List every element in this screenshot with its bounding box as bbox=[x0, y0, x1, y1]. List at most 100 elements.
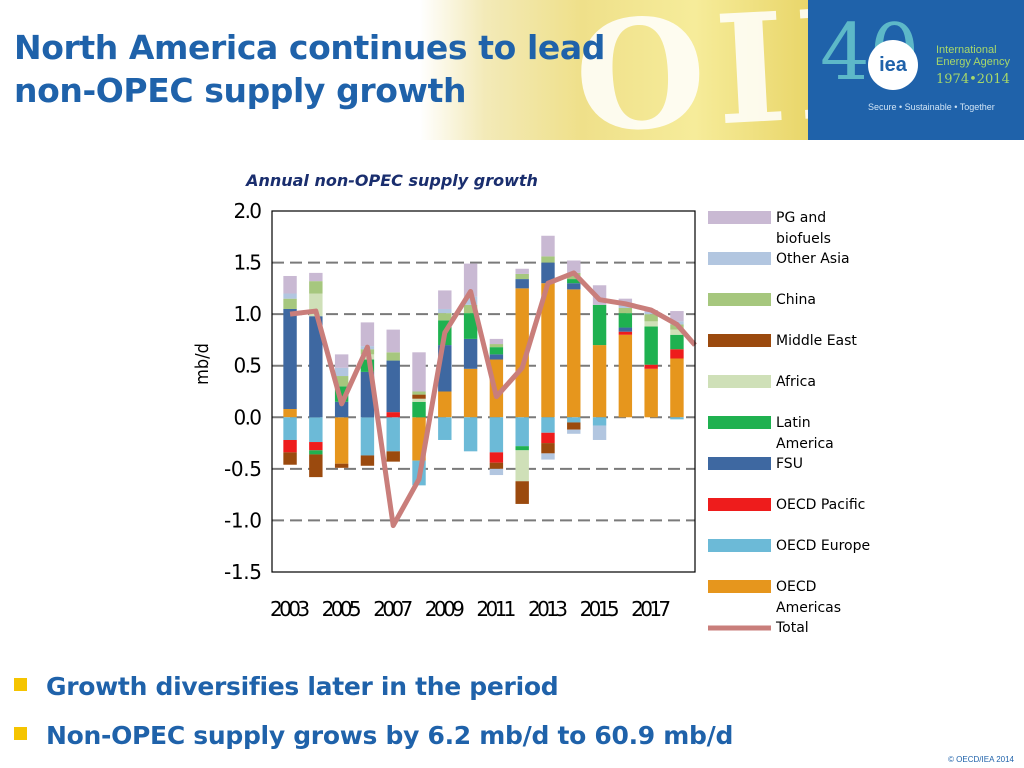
page-title-line-1: North America continues to lead bbox=[14, 28, 605, 67]
bar-segment bbox=[592, 425, 607, 440]
x-tick-label: 2011 bbox=[476, 597, 516, 621]
page-title-line-2: non-OPEC supply growth bbox=[14, 71, 467, 110]
x-tick-labels: 2003 2005 2007 2009 2011 2013 2015 2017 bbox=[270, 597, 671, 621]
bar-segment bbox=[567, 422, 581, 430]
bar-segment bbox=[515, 446, 529, 451]
bar-segment bbox=[412, 394, 426, 399]
bar-segment bbox=[567, 283, 581, 290]
chart-title: Annual non-OPEC supply growth bbox=[244, 171, 538, 190]
legend-label: PG and biofuels bbox=[776, 210, 831, 247]
bar-segment bbox=[283, 308, 297, 410]
legend-swatch bbox=[708, 498, 771, 511]
legend-item: OECD Pacific bbox=[708, 497, 865, 513]
bar-segment bbox=[334, 401, 349, 418]
bullet-item: Growth diversifies later in the period bbox=[12, 662, 733, 711]
bar-segment bbox=[283, 417, 297, 440]
bar-segment bbox=[670, 417, 684, 420]
legend-label: OECD Pacific bbox=[776, 497, 865, 513]
legend-label: Total bbox=[775, 620, 809, 636]
bar-segment bbox=[463, 417, 478, 452]
bar-segment bbox=[386, 417, 400, 452]
bar-segment bbox=[592, 304, 607, 346]
bar-segment bbox=[515, 279, 529, 289]
bar-segment bbox=[567, 279, 581, 284]
bar-segment bbox=[541, 453, 555, 460]
bar-segment bbox=[360, 455, 375, 466]
legend-item: Latin America bbox=[708, 415, 834, 452]
bar-segment bbox=[309, 454, 323, 478]
bar-segment bbox=[618, 304, 633, 308]
legend-item: OECD Americas bbox=[708, 579, 841, 616]
bar-segment bbox=[618, 307, 633, 314]
bar-segment bbox=[360, 322, 375, 347]
bullet-square-icon bbox=[14, 678, 27, 691]
logo-iea-circle: iea bbox=[868, 40, 918, 90]
bar-segment bbox=[541, 432, 555, 444]
y-tick-label: 2.0 bbox=[234, 199, 263, 223]
legend-swatch bbox=[708, 539, 771, 552]
bar-segment bbox=[463, 338, 478, 369]
bar-segment bbox=[283, 293, 297, 299]
bar-segment bbox=[360, 417, 375, 456]
bar-segment bbox=[412, 401, 426, 418]
plot-frame bbox=[271, 210, 696, 573]
bar-segment bbox=[592, 417, 607, 426]
bar-segment bbox=[309, 281, 323, 294]
bar-segment bbox=[618, 331, 633, 335]
bar-segment bbox=[489, 452, 504, 463]
bar-segment bbox=[541, 235, 555, 257]
bar-segment bbox=[515, 273, 529, 280]
header-band: OIL bbox=[0, 0, 808, 140]
bar-segment bbox=[463, 313, 478, 339]
y-tick-label: -1.0 bbox=[224, 508, 262, 532]
bar-segment bbox=[515, 481, 529, 504]
bullet-square-icon bbox=[14, 727, 27, 740]
legend-swatch bbox=[708, 457, 771, 470]
bar-segment bbox=[309, 417, 323, 443]
total-line bbox=[289, 270, 697, 529]
bar-segment bbox=[463, 368, 478, 418]
legend-swatch bbox=[708, 375, 771, 388]
bar-segment bbox=[412, 391, 426, 395]
y-tick-labels: 2.0 1.5 1.0 0.5 0.0 -0.5 -1.0 -1.5 bbox=[224, 199, 262, 584]
bar-segment bbox=[334, 417, 349, 464]
bar-segment bbox=[670, 349, 684, 359]
legend-item: OECD Europe bbox=[708, 538, 870, 554]
y-tick-label: 1.0 bbox=[234, 302, 263, 326]
bar-segment bbox=[283, 298, 297, 309]
bar-segment bbox=[309, 272, 323, 282]
bar-segment bbox=[438, 417, 452, 440]
bar-segment bbox=[438, 313, 452, 321]
bar-segment bbox=[463, 304, 478, 314]
bar-segment bbox=[489, 354, 504, 360]
bar-segment bbox=[386, 329, 400, 353]
legend-label: Africa bbox=[776, 374, 816, 390]
legend-label: Latin America bbox=[776, 415, 834, 452]
bar-segment bbox=[670, 334, 684, 350]
copyright: © OECD/IEA 2014 bbox=[948, 755, 1014, 764]
bar-segment bbox=[644, 364, 658, 369]
legend-item: Africa bbox=[708, 374, 816, 390]
bar-segment bbox=[283, 439, 297, 453]
bar-segment bbox=[618, 334, 633, 418]
bar-segment bbox=[334, 376, 349, 387]
bar-segment bbox=[489, 338, 504, 345]
bar-segment bbox=[567, 289, 581, 418]
legend-item: China bbox=[708, 292, 816, 308]
bar-segment bbox=[412, 398, 426, 402]
legend-label: OECD Europe bbox=[776, 538, 870, 554]
logo-agency-name: International Energy Agency bbox=[936, 44, 1010, 68]
legend-swatch bbox=[708, 334, 771, 347]
supply-growth-chart: Annual non-OPEC supply growth mb/d 2.0 1.… bbox=[192, 171, 870, 636]
legend-swatch bbox=[708, 416, 771, 429]
bar-segment bbox=[567, 417, 581, 423]
y-tick-label: -0.5 bbox=[224, 457, 262, 481]
bar-segment bbox=[386, 360, 400, 413]
bar-segment bbox=[644, 312, 658, 315]
bar-segment bbox=[644, 368, 658, 418]
bar-segment bbox=[309, 316, 323, 418]
bar-segment bbox=[463, 263, 478, 297]
y-tick-label: -1.5 bbox=[224, 560, 262, 584]
bar-segment bbox=[515, 417, 529, 447]
x-tick-label: 2015 bbox=[580, 597, 620, 621]
